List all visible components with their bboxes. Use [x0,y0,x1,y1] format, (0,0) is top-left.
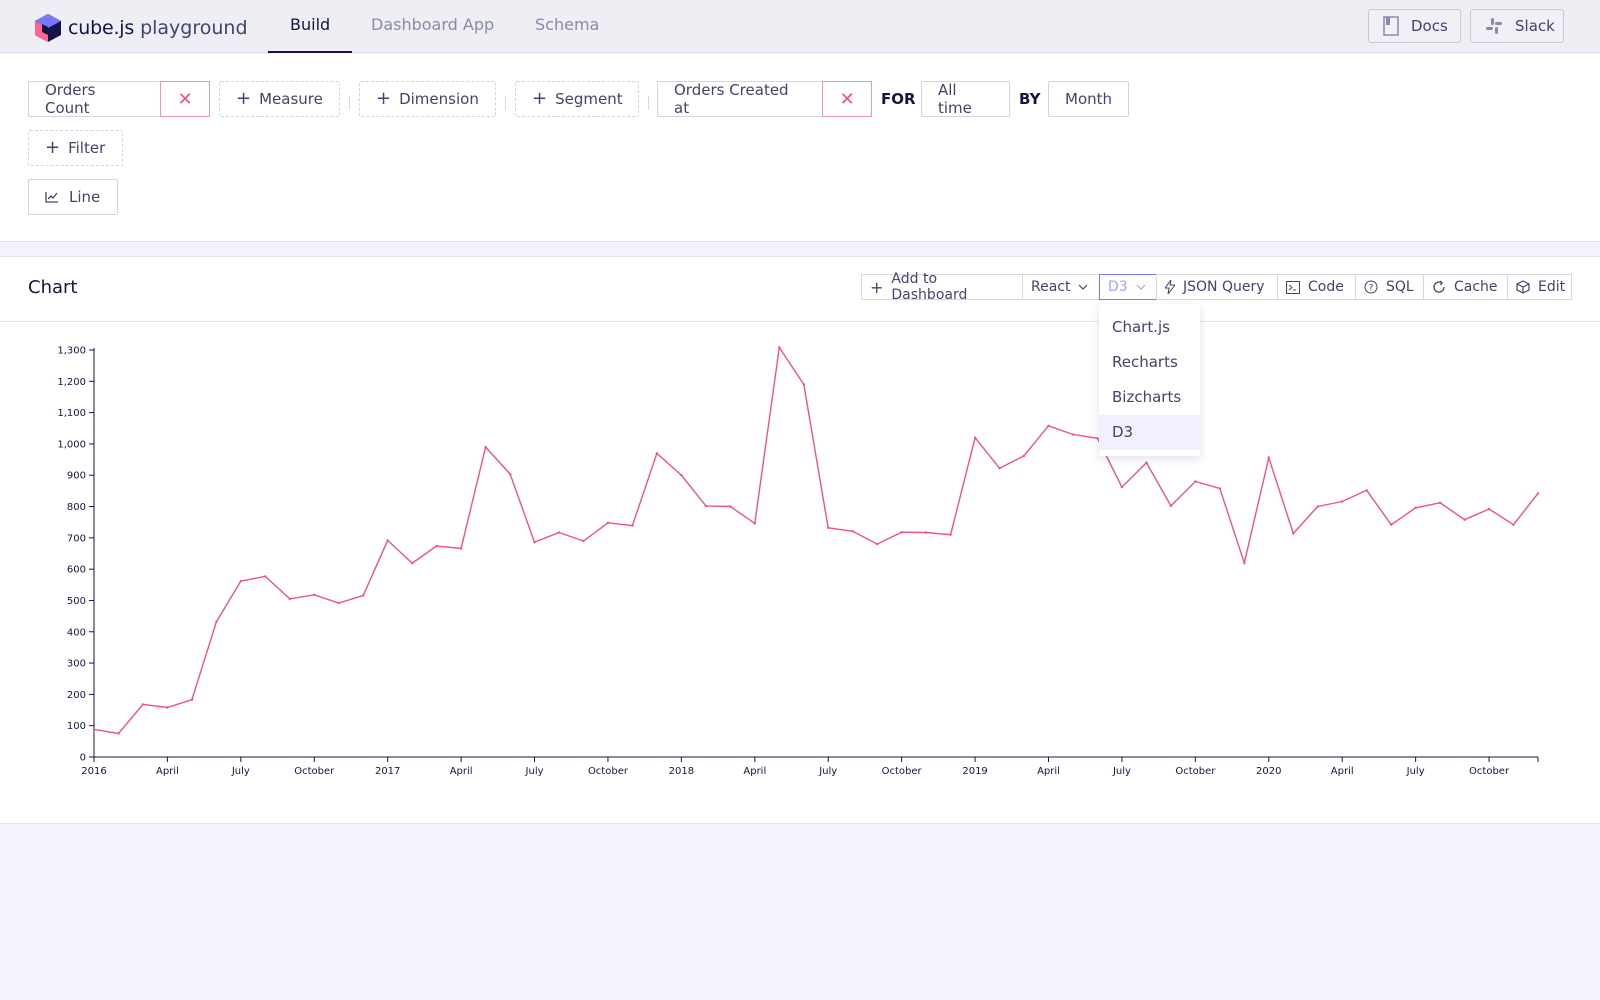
json-query-label: JSON Query [1183,279,1265,295]
json-query-button[interactable]: JSON Query [1156,274,1278,300]
plus-icon: + [870,277,884,297]
by-label: BY [1019,90,1041,108]
date-range-value: All time [938,81,972,117]
codesandbox-icon [1516,280,1530,294]
add-filter-button[interactable]: + Filter [28,130,123,166]
granularity-value: Month [1065,90,1113,108]
menu-item-bizcharts[interactable]: Bizcharts [1112,388,1182,406]
framework-select[interactable]: React [1022,274,1100,300]
menu-item-recharts[interactable]: Recharts [1112,353,1178,371]
filter-add-label: Filter [68,139,106,157]
date-range-select[interactable]: All time [921,81,1010,117]
add-to-dashboard-label: Add to Dashboard [891,271,968,303]
tab-schema[interactable]: Schema [535,15,600,34]
time-dimension-label: Orders Created at [674,81,789,117]
time-dimension-pill[interactable]: Orders Created at ✕ [657,81,872,117]
edit-button[interactable]: Edit [1507,274,1572,300]
chart-type-select[interactable]: Line [28,179,118,215]
slack-button[interactable]: Slack [1470,9,1564,43]
add-measure-button[interactable]: + Measure [219,81,340,117]
code-icon [1286,280,1300,294]
measure-pill[interactable]: Orders Count ✕ [28,81,210,117]
plus-icon: + [45,137,61,158]
library-select[interactable]: D3 [1099,274,1157,300]
plus-icon: + [532,88,548,109]
line-chart-icon [45,191,59,203]
add-dimension-button[interactable]: + Dimension [359,81,496,117]
svg-text:?: ? [1369,284,1374,294]
tab-dashboard-app[interactable]: Dashboard App [371,15,495,34]
sql-button[interactable]: ? SQL [1355,274,1424,300]
chevron-down-icon [1136,284,1146,290]
cache-button[interactable]: Cache [1423,274,1508,300]
top-header: cube.js playground Build Dashboard App S… [0,0,1600,53]
code-button[interactable]: Code [1277,274,1356,300]
remove-time-dimension-close-icon[interactable]: ✕ [822,81,872,117]
divider [349,96,350,110]
slack-icon [1485,17,1503,35]
plus-icon: + [376,88,392,109]
logo-sub: playground [140,17,248,39]
measure-add-label: Measure [259,90,323,108]
measure-selected: Orders Count [45,81,96,117]
menu-item-chartjs[interactable]: Chart.js [1112,318,1170,336]
chart-type-label: Line [69,188,101,206]
cache-label: Cache [1454,279,1498,295]
logo[interactable]: cube.js playground [34,13,248,43]
divider [0,321,1600,322]
library-value: D3 [1108,279,1128,295]
edit-label: Edit [1538,279,1566,295]
segment-add-label: Segment [555,90,623,108]
code-label: Code [1308,279,1344,295]
lightning-icon [1165,280,1175,294]
chart-card-title: Chart [28,277,78,298]
tab-build[interactable]: Build [268,0,353,53]
menu-item-d3[interactable]: D3 [1099,415,1200,450]
chevron-down-icon [1078,284,1088,290]
for-label: FOR [881,90,916,108]
sql-label: SQL [1386,279,1414,295]
refresh-icon [1432,280,1446,294]
remove-measure-close-icon[interactable]: ✕ [160,81,210,117]
granularity-select[interactable]: Month [1048,81,1129,117]
docs-button[interactable]: Docs [1368,9,1461,43]
book-icon [1383,16,1399,36]
divider [505,96,506,110]
slack-label: Slack [1515,17,1555,35]
question-icon: ? [1364,280,1378,294]
logo-brand: cube.js [68,17,135,39]
chart-card: Chart + Add to Dashboard React D3 JSON Q… [0,256,1600,824]
divider [648,96,649,110]
docs-label: Docs [1411,17,1448,35]
dimension-add-label: Dimension [399,90,479,108]
plus-icon: + [236,88,252,109]
cube-logo-icon [35,14,61,42]
library-dropdown-menu: Chart.js Recharts Bizcharts D3 [1099,304,1200,456]
add-to-dashboard-button[interactable]: + Add to Dashboard [861,271,1023,303]
add-segment-button[interactable]: + Segment [515,81,639,117]
framework-value: React [1031,279,1071,295]
